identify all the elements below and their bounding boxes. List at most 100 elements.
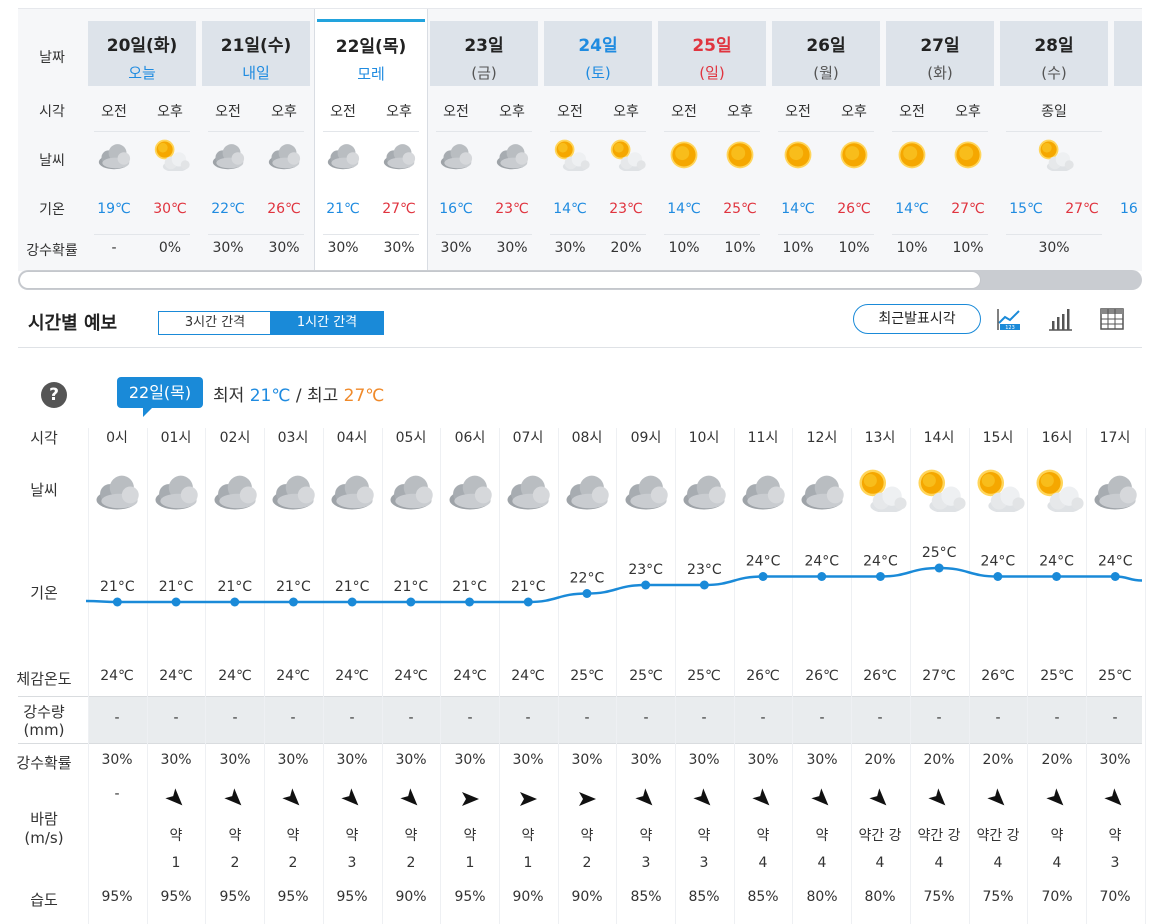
wind-speed: 4 — [934, 855, 944, 871]
temp-value: 23°C — [687, 562, 722, 578]
day-column[interactable]: 26일 (월) 오전 10% 오후 10% 14℃ 26℃ — [770, 9, 882, 271]
wind-speed: 4 — [817, 855, 827, 871]
graph-icon[interactable]: 123 — [996, 306, 1022, 332]
bar-chart-icon[interactable] — [1047, 306, 1073, 332]
weather-icon-cell — [371, 137, 427, 177]
precip-prob: 10% — [838, 240, 870, 256]
hourly-label-weather: 날씨 — [30, 481, 58, 499]
wind-arrow-icon — [499, 788, 557, 814]
row-label-date: 날짜 — [39, 50, 65, 66]
interval-1h-button[interactable]: 1시간 간격 — [270, 311, 384, 335]
day-column[interactable]: 25일 (일) 오전 10% 오후 10% 14℃ 25℃ — [656, 9, 768, 271]
day-column[interactable]: 28일 (수) 종일 15℃ 27℃ 30% — [998, 9, 1110, 271]
cloudy-icon — [96, 475, 139, 510]
day-header[interactable]: 23일 (금) — [430, 21, 538, 86]
wind-direction-text: - — [114, 786, 120, 802]
interval-3h-button[interactable]: 3시간 간격 — [158, 311, 272, 335]
rain-amount: - — [584, 710, 590, 726]
humidity: 85% — [630, 889, 662, 905]
day-column[interactable]: 24일 (토) 오전 30% 오후 20% 14℃ 23℃ — [542, 9, 654, 271]
wind-arrow-icon — [675, 788, 733, 814]
hour-weather-cell — [1028, 466, 1086, 516]
feels-like: 24℃ — [335, 668, 369, 684]
day-column[interactable]: 23일 (금) 오전 30% 오후 30% 16℃ 23℃ — [428, 9, 540, 271]
day-column[interactable]: 20일(화) 오늘 오전 - 오후 0% 19℃ 30℃ — [86, 9, 198, 271]
row-label-time: 시각 — [39, 104, 65, 120]
day-header[interactable]: 27일 (화) — [886, 21, 994, 86]
weather-icon-cell — [256, 137, 312, 177]
humidity: 80% — [864, 889, 896, 905]
wind-arrow-icon — [734, 788, 792, 814]
rain-amount: - — [349, 710, 355, 726]
day-column[interactable]: 21일(수) 내일 오전 30% 오후 30% 22℃ 26℃ — [200, 9, 312, 271]
max-label: 최고 — [306, 386, 339, 406]
wind-speed: 4 — [758, 855, 768, 871]
feels-like: 26℃ — [981, 668, 1015, 684]
day-header[interactable] — [1114, 21, 1142, 86]
day-date: 23일 — [464, 36, 504, 56]
rain-amount: - — [408, 710, 414, 726]
day-header[interactable]: 28일 (수) — [1000, 21, 1108, 86]
hour-label: 10시 — [688, 430, 720, 446]
grid-line — [734, 428, 735, 924]
temp-low: 14℃ — [667, 201, 701, 217]
precip-prob: 10% — [952, 240, 984, 256]
temp-low: 15℃ — [1009, 201, 1043, 217]
day-header[interactable]: 22일(목) 모레 — [317, 19, 425, 87]
cloudy-icon — [98, 144, 131, 170]
latest-release-button[interactable]: 최근발표시각 — [853, 304, 981, 334]
day-header[interactable]: 21일(수) 내일 — [202, 21, 310, 86]
wind-strength: 약 — [463, 828, 477, 844]
day-header[interactable]: 24일 (토) — [544, 21, 652, 86]
feels-like: 25℃ — [1040, 668, 1074, 684]
day-header[interactable]: 20일(화) 오늘 — [88, 21, 196, 86]
am-label: 오전 — [557, 104, 583, 120]
cloudy-icon — [214, 475, 257, 510]
day-column[interactable]: 22일(목) 모레 오전 30% 오후 30% 21℃ 27℃ — [314, 9, 428, 271]
cloudy-icon — [390, 475, 433, 510]
feels-like: 25℃ — [570, 668, 604, 684]
day-header[interactable]: 25일 (일) — [658, 21, 766, 86]
hour-weather-cell — [147, 466, 205, 516]
day-date: 28일 — [1034, 36, 1074, 56]
wind-strength: 약 — [756, 828, 770, 844]
temp-point — [523, 597, 533, 607]
hour-weather-cell — [88, 466, 146, 516]
wind-arrow-icon — [1086, 788, 1144, 814]
table-icon[interactable] — [1099, 306, 1125, 332]
grid-line — [675, 428, 676, 924]
hour-label: 04시 — [336, 430, 368, 446]
temp-low: 16℃ — [439, 201, 473, 217]
day-header[interactable]: 26일 (월) — [772, 21, 880, 86]
day-date: 24일 — [578, 36, 618, 56]
hour-weather-cell — [617, 466, 675, 516]
daily-scrollbar[interactable] — [18, 270, 1142, 290]
humidity: 95% — [160, 889, 192, 905]
day-column[interactable]: 27일 (화) 오전 10% 오후 10% 14℃ 27℃ — [884, 9, 996, 271]
temp-low: 22℃ — [211, 201, 245, 217]
row-label-precip: 강수확률 — [26, 243, 78, 259]
precip-prob: 30% — [571, 752, 603, 768]
hour-weather-cell — [675, 466, 733, 516]
wind-strength: 약 — [639, 828, 653, 844]
daily-scrollbar-thumb[interactable] — [19, 271, 981, 289]
cloudy-icon — [496, 144, 529, 170]
day-column[interactable]: 16 — [1112, 9, 1142, 271]
grid-line — [558, 428, 559, 924]
am-label: 오전 — [443, 104, 469, 120]
wind-arrow-icon — [969, 788, 1027, 814]
weather-icon-cell — [656, 137, 712, 177]
day-subtitle: (일) — [699, 64, 725, 82]
wind-strength: 약간 강 — [976, 828, 1020, 844]
grid-line — [323, 428, 324, 924]
humidity: 70% — [1099, 889, 1131, 905]
wind-speed: 3 — [641, 855, 651, 871]
help-icon[interactable]: ? — [41, 382, 67, 408]
hour-label: 03시 — [277, 430, 309, 446]
cloudy-icon — [801, 475, 844, 510]
wind-arrow-icon — [206, 788, 264, 814]
weather-icon-cell — [826, 137, 882, 177]
grid-line — [440, 428, 441, 924]
weather-icon-cell — [86, 137, 142, 177]
temp-point — [230, 597, 240, 607]
